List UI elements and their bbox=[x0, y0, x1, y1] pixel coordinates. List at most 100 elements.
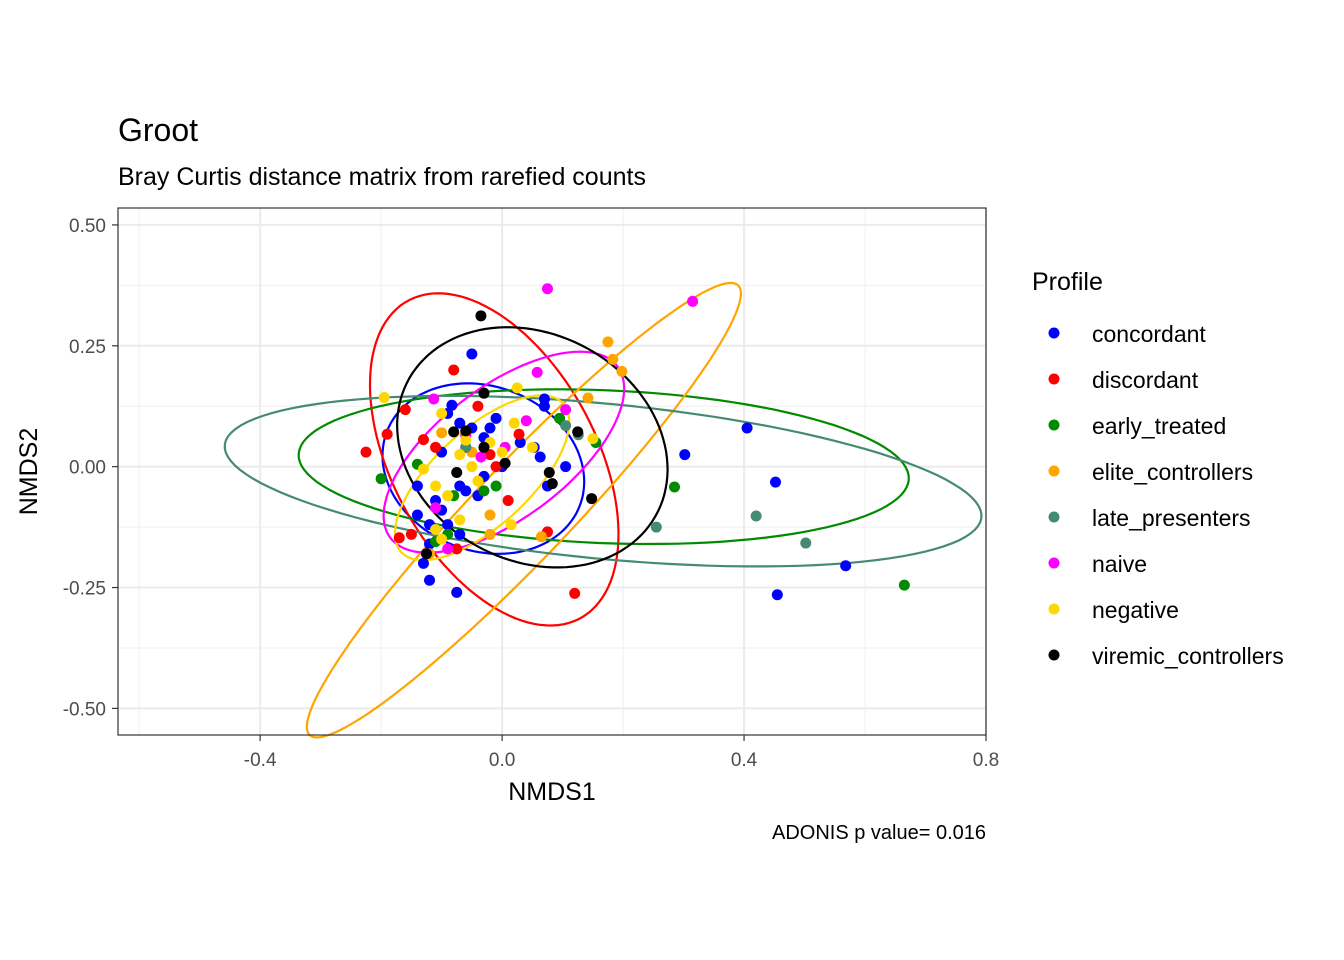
point-discordant bbox=[490, 461, 502, 473]
point-concordant bbox=[454, 417, 466, 429]
legend: Profile concordant discordant early_treate… bbox=[1032, 268, 1284, 669]
adonis-caption: ADONIS p value= 0.016 bbox=[772, 822, 986, 844]
y-tick-label: 0.00 bbox=[69, 458, 106, 479]
point-elite-controllers bbox=[607, 353, 619, 365]
point-elite-controllers bbox=[484, 509, 496, 521]
legend-key-early-treated bbox=[1048, 419, 1060, 431]
legend-label: negative bbox=[1092, 597, 1179, 623]
point-late-presenters bbox=[750, 510, 762, 522]
data-points bbox=[360, 283, 910, 601]
legend-key-negative bbox=[1048, 603, 1060, 615]
point-negative bbox=[508, 417, 520, 429]
point-discordant bbox=[448, 364, 460, 376]
point-negative bbox=[378, 392, 390, 404]
point-concordant bbox=[514, 436, 526, 448]
point-negative bbox=[430, 480, 442, 492]
point-viremic-controllers bbox=[451, 466, 463, 478]
ellipse-discordant bbox=[368, 292, 620, 627]
x-axis-title: NMDS1 bbox=[508, 778, 596, 806]
point-negative bbox=[442, 490, 454, 502]
ellipse-viremic-controllers bbox=[395, 326, 669, 569]
axes: -0.4 0.0 0.4 0.8 -0.50 -0.25 0.00 0.25 0.50 bbox=[63, 216, 1000, 771]
point-discordant bbox=[430, 441, 442, 453]
point-discordant bbox=[360, 446, 372, 458]
point-elite-controllers bbox=[616, 365, 628, 377]
point-late-presenters bbox=[800, 537, 812, 549]
point-concordant bbox=[770, 476, 782, 488]
point-concordant bbox=[411, 480, 423, 492]
point-concordant bbox=[490, 412, 502, 424]
legend-title: Profile bbox=[1032, 268, 1103, 296]
point-concordant bbox=[741, 422, 753, 434]
point-concordant bbox=[411, 509, 423, 521]
point-elite-controllers bbox=[436, 427, 448, 439]
point-concordant bbox=[534, 451, 546, 463]
legend-key-concordant bbox=[1048, 327, 1060, 339]
y-tick-label: -0.25 bbox=[63, 579, 106, 600]
point-concordant bbox=[454, 528, 466, 540]
point-naive bbox=[560, 404, 572, 416]
point-naive bbox=[428, 393, 440, 405]
point-naive bbox=[531, 366, 543, 378]
point-elite-controllers bbox=[535, 531, 547, 543]
point-viremic-controllers bbox=[546, 478, 558, 490]
point-elite-controllers bbox=[602, 336, 614, 348]
point-negative bbox=[460, 434, 472, 446]
point-concordant bbox=[560, 461, 572, 473]
point-discordant bbox=[399, 404, 411, 416]
point-elite-controllers bbox=[582, 392, 594, 404]
point-elite-controllers bbox=[484, 528, 496, 540]
point-naive bbox=[520, 415, 532, 427]
point-naive bbox=[687, 295, 699, 307]
point-viremic-controllers bbox=[499, 457, 511, 469]
point-discordant bbox=[393, 532, 405, 544]
ellipse-negative bbox=[393, 394, 571, 562]
chart-subtitle: Bray Curtis distance matrix from rarefie… bbox=[118, 163, 646, 191]
x-tick-label: 0.4 bbox=[731, 750, 758, 771]
point-concordant bbox=[466, 348, 478, 360]
point-viremic-controllers bbox=[460, 425, 472, 437]
point-concordant bbox=[442, 519, 454, 531]
x-tick-label: 0.8 bbox=[973, 750, 999, 771]
legend-key-viremic-controllers bbox=[1048, 649, 1060, 661]
point-early-treated bbox=[490, 480, 502, 492]
point-concordant bbox=[679, 449, 691, 461]
point-concordant bbox=[451, 586, 463, 598]
point-viremic-controllers bbox=[475, 310, 487, 322]
ellipse-concordant bbox=[381, 382, 586, 555]
point-viremic-controllers bbox=[543, 466, 555, 478]
y-tick-label: 0.50 bbox=[69, 216, 106, 237]
y-tick-label: -0.50 bbox=[63, 699, 106, 720]
point-naive bbox=[442, 543, 454, 555]
point-negative bbox=[454, 514, 466, 526]
point-discordant bbox=[513, 428, 525, 440]
point-early-treated bbox=[554, 412, 566, 424]
point-early-treated bbox=[898, 579, 910, 591]
point-naive bbox=[541, 283, 553, 295]
point-viremic-controllers bbox=[448, 426, 460, 438]
legend-label: elite_controllers bbox=[1092, 459, 1253, 485]
chart-title: Groot bbox=[118, 112, 198, 148]
point-discordant bbox=[451, 543, 463, 555]
point-discordant bbox=[484, 449, 496, 461]
y-axis-title: NMDS2 bbox=[15, 428, 43, 516]
point-negative bbox=[526, 441, 538, 453]
point-viremic-controllers bbox=[478, 387, 490, 399]
point-viremic-controllers bbox=[478, 441, 490, 453]
legend-label: discordant bbox=[1092, 367, 1199, 393]
x-tick-label: 0.0 bbox=[489, 750, 515, 771]
point-discordant bbox=[417, 434, 429, 446]
point-discordant bbox=[405, 528, 417, 540]
point-negative bbox=[417, 463, 429, 475]
point-naive bbox=[430, 502, 442, 514]
legend-label: early_treated bbox=[1092, 413, 1226, 439]
point-viremic-controllers bbox=[420, 548, 432, 560]
panel-border bbox=[117, 207, 987, 736]
point-viremic-controllers bbox=[572, 426, 584, 438]
point-negative bbox=[454, 449, 466, 461]
y-tick-label: 0.25 bbox=[69, 337, 106, 358]
legend-label: naive bbox=[1092, 551, 1147, 577]
point-late-presenters bbox=[560, 420, 572, 432]
point-negative bbox=[472, 475, 484, 487]
